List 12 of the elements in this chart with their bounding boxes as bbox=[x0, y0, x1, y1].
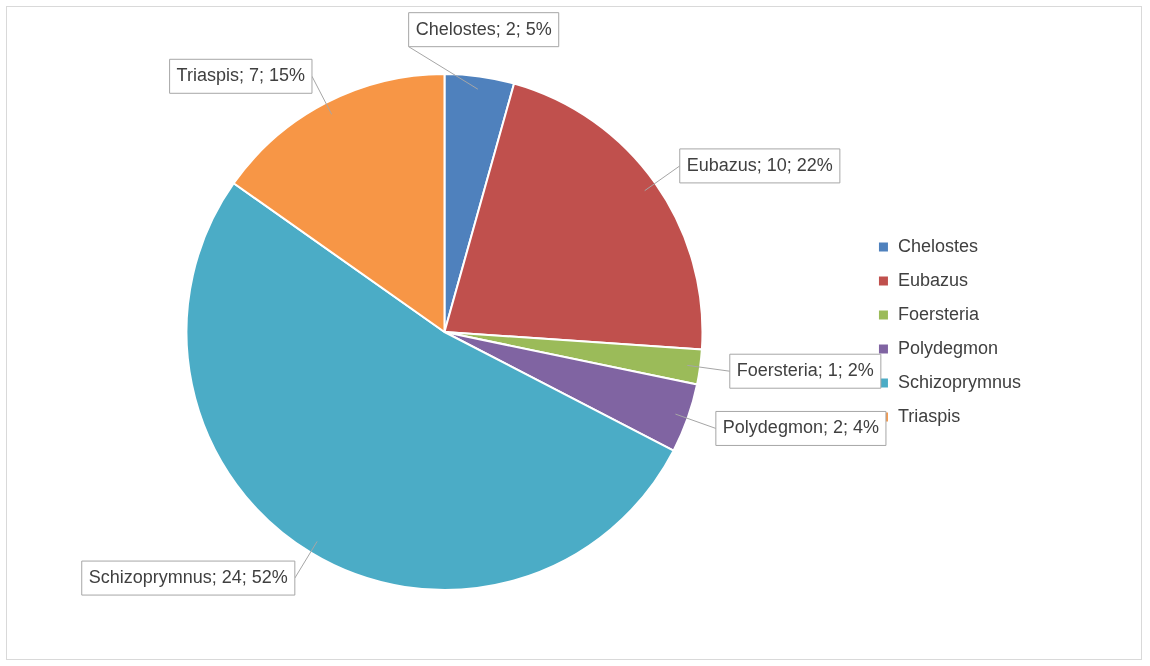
legend-label: Triaspis bbox=[897, 405, 961, 426]
legend-label: Foersteria bbox=[897, 303, 980, 324]
data-label: Schizoprymnus; 24; 52% bbox=[88, 567, 288, 588]
data-label: Chelostes; 2; 5% bbox=[415, 18, 552, 39]
legend-label: Polydegmon bbox=[897, 337, 999, 358]
legend-label: Chelostes bbox=[897, 235, 978, 256]
data-label: Eubazus; 10; 22% bbox=[686, 154, 833, 175]
legend-label: Schizoprymnus bbox=[897, 371, 1021, 392]
legend-label: Eubazus bbox=[897, 269, 969, 290]
data-label: Foersteria; 1; 2% bbox=[736, 360, 874, 381]
data-label: Polydegmon; 2; 4% bbox=[722, 417, 879, 438]
data-label: Triaspis; 7; 15% bbox=[176, 65, 305, 86]
